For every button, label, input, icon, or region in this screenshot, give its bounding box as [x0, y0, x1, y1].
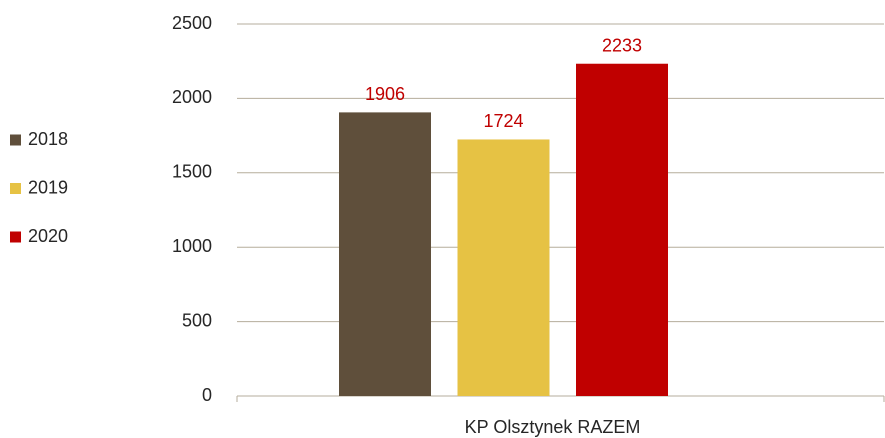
legend-label: 2020 [28, 226, 68, 246]
legend-swatch [10, 231, 21, 243]
value-label: 1724 [483, 111, 523, 131]
y-tick-label: 2000 [172, 87, 212, 107]
x-tick-label: KP Olsztynek RAZEM [465, 417, 641, 437]
bar [457, 139, 550, 396]
legend-swatch [10, 134, 21, 146]
y-tick-label: 0 [202, 385, 212, 405]
legend-swatch [10, 183, 21, 194]
y-tick-label: 1000 [172, 236, 212, 256]
value-label: 2233 [602, 35, 642, 55]
y-tick-label: 1500 [172, 162, 212, 182]
legend-label: 2018 [28, 129, 68, 149]
y-tick-label: 500 [182, 310, 212, 330]
legend-label: 2019 [28, 177, 68, 197]
value-label: 1906 [365, 84, 405, 104]
bar [339, 112, 431, 396]
y-tick-label: 2500 [172, 13, 212, 33]
bar [576, 63, 668, 396]
